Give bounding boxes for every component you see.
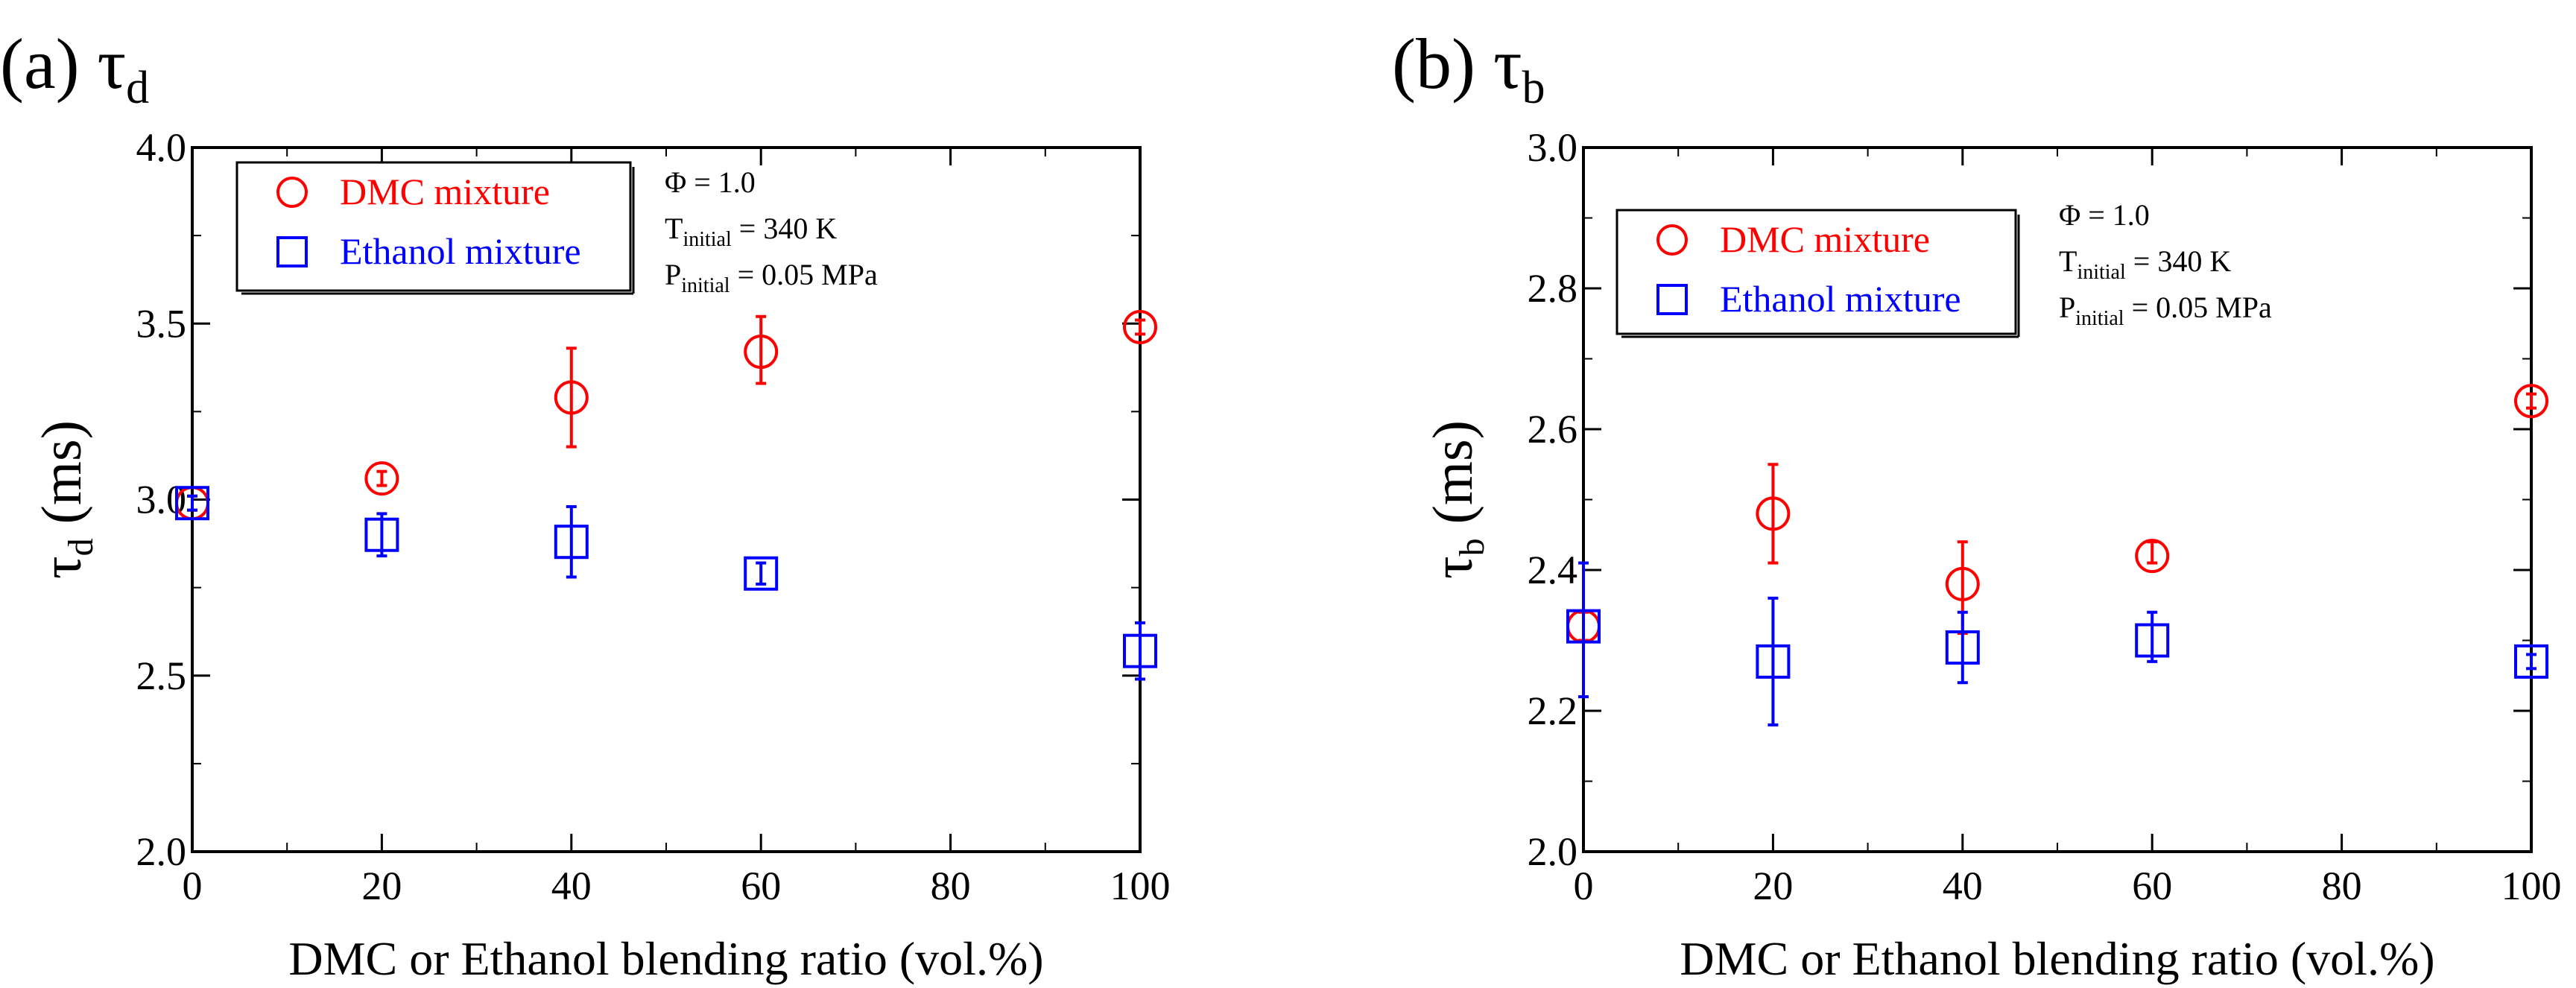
data-point-circle xyxy=(744,335,779,370)
series-dmc-mixture xyxy=(175,309,1157,521)
annotation-t-sub: initial xyxy=(2077,261,2126,284)
series-dmc-mixture xyxy=(1566,384,2548,644)
conditions-annotation: Φ = 1.0 Tinitial = 340 K Pinitial = 0.05 M… xyxy=(2059,198,2272,330)
legend-marker-square xyxy=(276,236,308,267)
data-point-circle xyxy=(1123,309,1157,344)
annotation-p-sub: initial xyxy=(681,274,730,297)
legend-label: Ethanol mixture xyxy=(340,230,581,272)
x-tick-label: 40 xyxy=(1943,864,1983,908)
x-tick-label: 20 xyxy=(361,864,402,908)
panel-label: (a) xyxy=(0,24,98,104)
x-axis-label: DMC or Ethanol blending ratio (vol.%) xyxy=(1680,932,2434,985)
x-tick-label: 60 xyxy=(2132,864,2172,908)
annotation-phi: Φ = 1.0 xyxy=(2059,198,2150,232)
annotation-p-value: = 0.05 MPa xyxy=(730,258,878,291)
annotation-temperature: Tinitial = 340 K xyxy=(2059,244,2231,284)
y-tick-label: 4.0 xyxy=(136,125,187,170)
annotation-p-sub: initial xyxy=(2075,307,2124,330)
title-symbol: τ xyxy=(1493,24,1522,104)
annotation-phi: Φ = 1.0 xyxy=(665,165,756,199)
data-point-circle xyxy=(364,461,399,496)
series-ethanol-mixture xyxy=(1566,561,2548,726)
x-tick-label: 0 xyxy=(183,864,203,908)
x-tick-label: 100 xyxy=(2501,864,2562,908)
panel-title: (a) τd xyxy=(0,24,149,113)
y-tick-label: 2.2 xyxy=(1528,688,1578,733)
y-axis-symbol: τ xyxy=(1422,556,1484,579)
annotation-t-sub: initial xyxy=(683,228,732,251)
y-tick-label: 2.0 xyxy=(136,829,187,874)
y-axis-unit: (ms) xyxy=(1422,420,1484,538)
y-tick-label: 3.0 xyxy=(136,478,187,522)
y-axis-label: τd (ms) xyxy=(31,420,101,579)
legend: DMC mixture Ethanol mixture xyxy=(1615,209,2020,338)
annotation-temperature: Tinitial = 340 K xyxy=(665,212,837,251)
y-tick-label: 3.0 xyxy=(1528,125,1578,170)
data-point-square xyxy=(1945,630,1980,665)
annotation-t-symbol: T xyxy=(2059,244,2077,278)
annotation-p-symbol: P xyxy=(2059,291,2075,324)
data-point-square xyxy=(554,525,589,560)
title-subscript: b xyxy=(1522,63,1545,113)
y-axis-subscript: d xyxy=(61,538,101,556)
chart-panel-1: (b) τb0 20 40 60 80 1002.02.22.42.62.83.0DMC … xyxy=(1392,24,2562,985)
y-axis-subscript: b xyxy=(1452,538,1492,556)
panel-label: (b) xyxy=(1392,24,1493,104)
legend-label: Ethanol mixture xyxy=(1720,278,1961,320)
y-tick-label: 2.4 xyxy=(1528,548,1578,592)
annotation-pressure: Pinitial = 0.05 MPa xyxy=(2059,291,2272,330)
y-axis-label: τb (ms) xyxy=(1422,420,1492,579)
y-tick-label: 2.6 xyxy=(1528,407,1578,452)
data-point-square xyxy=(1566,609,1601,644)
title-subscript: d xyxy=(126,63,149,113)
data-point-circle xyxy=(1756,496,1791,531)
legend-marker-circle xyxy=(276,177,308,208)
x-tick-label: 0 xyxy=(1574,864,1594,908)
annotation-p-symbol: P xyxy=(665,258,681,291)
conditions-annotation: Φ = 1.0 Tinitial = 340 K Pinitial = 0.05 M… xyxy=(665,165,878,297)
y-axis-unit: (ms) xyxy=(31,420,93,538)
data-point-circle xyxy=(2135,539,2170,574)
annotation-p-value: = 0.05 MPa xyxy=(2124,291,2272,324)
data-point-square xyxy=(744,556,779,591)
annotation-t-value: = 340 K xyxy=(732,212,838,245)
legend-marker-square xyxy=(1656,284,1688,315)
x-axis-label: DMC or Ethanol blending ratio (vol.%) xyxy=(288,932,1043,985)
data-point-circle xyxy=(1945,566,1980,601)
data-point-square xyxy=(175,486,209,521)
annotation-pressure: Pinitial = 0.05 MPa xyxy=(665,258,878,297)
legend-marker-circle xyxy=(1656,224,1688,256)
data-point-circle xyxy=(554,380,589,415)
data-point-circle xyxy=(2514,384,2548,419)
data-point-square xyxy=(1123,633,1157,668)
y-tick-label: 2.8 xyxy=(1528,266,1578,311)
x-tick-label: 80 xyxy=(931,864,971,908)
data-point-square xyxy=(2135,623,2170,658)
title-symbol: τ xyxy=(98,24,127,104)
x-tick-label: 80 xyxy=(2322,864,2362,908)
legend-label: DMC mixture xyxy=(1720,218,1930,260)
y-tick-label: 2.5 xyxy=(136,653,187,698)
legend-label: DMC mixture xyxy=(340,171,550,212)
legend: DMC mixture Ethanol mixture xyxy=(235,161,635,295)
series-ethanol-mixture xyxy=(175,486,1157,681)
annotation-t-value: = 340 K xyxy=(2126,244,2232,278)
data-point-square xyxy=(2514,644,2548,679)
data-point-square xyxy=(1756,644,1791,679)
data-point-square xyxy=(364,517,399,552)
panel-title: (b) τb xyxy=(1392,24,1545,113)
y-tick-label: 3.5 xyxy=(136,301,187,346)
x-tick-label: 40 xyxy=(551,864,592,908)
x-tick-label: 100 xyxy=(1110,864,1171,908)
x-tick-label: 60 xyxy=(741,864,781,908)
annotation-t-symbol: T xyxy=(665,212,683,245)
y-tick-label: 2.0 xyxy=(1528,829,1578,874)
x-tick-label: 20 xyxy=(1753,864,1793,908)
y-axis-symbol: τ xyxy=(31,556,93,579)
